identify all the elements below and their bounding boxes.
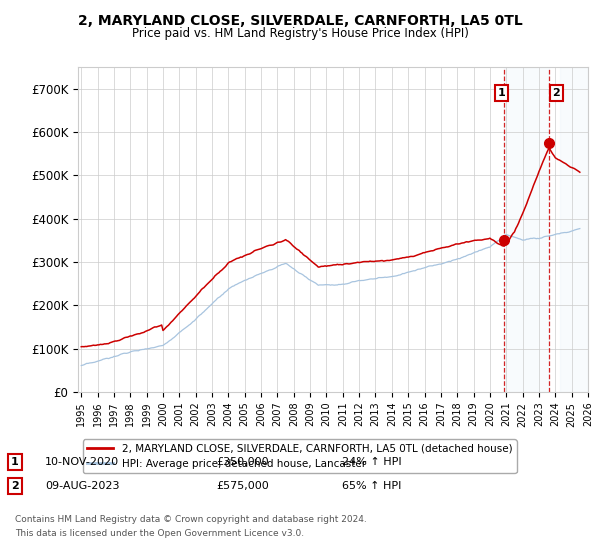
Bar [560, 67, 588, 392]
Text: £350,000: £350,000 [216, 457, 269, 467]
Text: Price paid vs. HM Land Registry's House Price Index (HPI): Price paid vs. HM Land Registry's House … [131, 27, 469, 40]
Text: 2: 2 [553, 88, 560, 98]
Text: 24% ↑ HPI: 24% ↑ HPI [342, 457, 401, 467]
Bar [504, 67, 549, 392]
Text: £575,000: £575,000 [216, 481, 269, 491]
Text: 1: 1 [11, 457, 19, 467]
Text: 65% ↑ HPI: 65% ↑ HPI [342, 481, 401, 491]
Text: 1: 1 [497, 88, 505, 98]
Text: Contains HM Land Registry data © Crown copyright and database right 2024.: Contains HM Land Registry data © Crown c… [15, 515, 367, 524]
Text: 10-NOV-2020: 10-NOV-2020 [45, 457, 119, 467]
Text: 09-AUG-2023: 09-AUG-2023 [45, 481, 119, 491]
Text: 2: 2 [11, 481, 19, 491]
Text: 2, MARYLAND CLOSE, SILVERDALE, CARNFORTH, LA5 0TL: 2, MARYLAND CLOSE, SILVERDALE, CARNFORTH… [77, 14, 523, 28]
Legend: 2, MARYLAND CLOSE, SILVERDALE, CARNFORTH, LA5 0TL (detached house), HPI: Average: 2, MARYLAND CLOSE, SILVERDALE, CARNFORTH… [83, 440, 517, 473]
Text: This data is licensed under the Open Government Licence v3.0.: This data is licensed under the Open Gov… [15, 529, 304, 538]
